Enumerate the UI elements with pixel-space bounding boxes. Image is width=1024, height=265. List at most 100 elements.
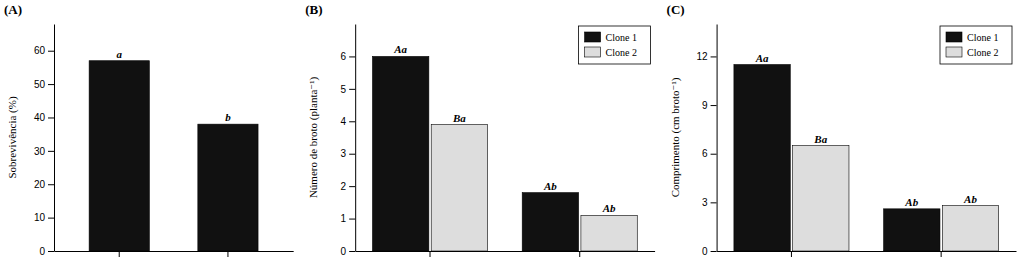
y-tick: 12 <box>696 51 716 62</box>
bar-annotation: b <box>225 111 231 123</box>
axis-line <box>54 25 55 252</box>
tick-mark <box>48 51 54 52</box>
tick-mark <box>48 84 54 85</box>
tick-mark <box>711 251 717 252</box>
panel-title: (B) <box>305 2 322 17</box>
y-tick: 0 <box>702 246 717 257</box>
y-tick: 6 <box>341 51 356 62</box>
y-tick: 30 <box>34 146 54 157</box>
tick-mark <box>48 218 54 219</box>
bar-annotation: Ab <box>904 196 918 208</box>
y-tick: 5 <box>341 84 356 95</box>
panel: 0102030405060abSobrevivência (%)(A) <box>4 2 294 257</box>
bar-annotations: ab <box>116 48 231 123</box>
x-tick <box>227 251 228 257</box>
bar <box>198 124 258 251</box>
y-axis-title: Comprimento (cm broto⁻¹) <box>669 77 682 197</box>
tick-mark <box>579 251 580 257</box>
tick-mark <box>119 251 120 257</box>
axis-line <box>717 25 718 252</box>
tick-mark <box>349 186 355 187</box>
bar-annotation: a <box>116 48 122 60</box>
tick-mark <box>791 251 792 257</box>
y-axis-title: Sobrevivência (%) <box>6 96 19 178</box>
bar <box>942 206 998 251</box>
legend-label: Clone 1 <box>606 32 637 43</box>
bars <box>372 56 637 251</box>
tick-label: 12 <box>696 51 708 62</box>
legend-swatch <box>585 47 601 57</box>
tick-label: 3 <box>341 148 347 159</box>
axis-line <box>717 251 1016 252</box>
panel: 0123456AaAbBaAbNúmero de broto (planta⁻¹… <box>305 2 655 257</box>
tick-mark <box>941 251 942 257</box>
bar <box>581 215 637 251</box>
bar <box>793 146 849 251</box>
tick-mark <box>430 251 431 257</box>
y-tick: 10 <box>34 212 54 223</box>
y-tick: 2 <box>341 181 356 192</box>
legend-swatch <box>946 47 962 57</box>
tick-label: 9 <box>702 100 708 111</box>
bar <box>884 209 940 251</box>
tick-label: 20 <box>34 179 46 190</box>
tick-label: 3 <box>702 197 708 208</box>
legend-item: Clone 2 <box>585 47 637 58</box>
x-tick <box>579 251 580 257</box>
y-tick: 6 <box>702 148 717 159</box>
axis-line <box>355 25 356 252</box>
tick-label: 40 <box>34 112 46 123</box>
legend: Clone 1 Clone 2 <box>579 26 651 64</box>
legend-label: Clone 2 <box>606 47 637 58</box>
tick-label: 10 <box>34 212 46 223</box>
y-axis: 0 1 2 3 4 5 6 <box>341 25 356 257</box>
panel-title: (A) <box>4 2 22 17</box>
legend-frame <box>940 26 1012 64</box>
tick-mark <box>349 56 355 57</box>
y-axis: 0 3 6 9 12 <box>696 25 717 257</box>
tick-label: 0 <box>39 246 45 257</box>
tick-mark <box>349 121 355 122</box>
tick-label: 0 <box>341 246 347 257</box>
x-axis <box>356 251 655 257</box>
legend-label: Clone 2 <box>967 47 998 58</box>
bar <box>89 61 149 251</box>
y-tick: 1 <box>341 213 356 224</box>
y-tick: 3 <box>702 197 717 208</box>
bar-annotation: Ba <box>813 133 827 145</box>
axis-line <box>356 251 655 252</box>
y-tick: 40 <box>34 112 54 123</box>
figure: 0102030405060abSobrevivência (%)(A)01234… <box>0 0 1024 265</box>
panel-title: (C) <box>667 2 685 17</box>
legend-item: Clone 2 <box>946 47 998 58</box>
bar <box>372 56 428 251</box>
tick-label: 2 <box>341 181 347 192</box>
y-tick: 4 <box>341 116 356 127</box>
y-tick: 20 <box>34 179 54 190</box>
y-axis-title: Número de broto (planta⁻¹) <box>307 77 320 199</box>
bar-annotation: Ba <box>452 112 466 124</box>
x-axis <box>55 251 294 257</box>
y-tick: 3 <box>341 148 356 159</box>
bar <box>734 65 790 251</box>
axis-line <box>55 251 294 252</box>
bar-annotation: Ab <box>543 180 557 192</box>
tick-mark <box>711 105 717 106</box>
tick-mark <box>349 89 355 90</box>
panel: 036912AaAbBaAbComprimento (cm broto⁻¹)(C… <box>667 2 1017 257</box>
y-axis: 0 10 20 30 40 50 60 <box>34 25 55 257</box>
tick-mark <box>48 251 54 252</box>
x-tick <box>430 251 431 257</box>
y-tick: 50 <box>34 79 54 90</box>
bar <box>522 193 578 251</box>
tick-label: 60 <box>34 45 46 56</box>
bar-annotations: AaAbBaAb <box>755 52 978 208</box>
tick-mark <box>711 154 717 155</box>
tick-label: 4 <box>341 116 347 127</box>
tick-label: 6 <box>341 51 347 62</box>
tick-mark <box>48 151 54 152</box>
tick-mark <box>48 184 54 185</box>
tick-mark <box>711 202 717 203</box>
x-tick <box>941 251 942 257</box>
bar <box>431 125 487 251</box>
